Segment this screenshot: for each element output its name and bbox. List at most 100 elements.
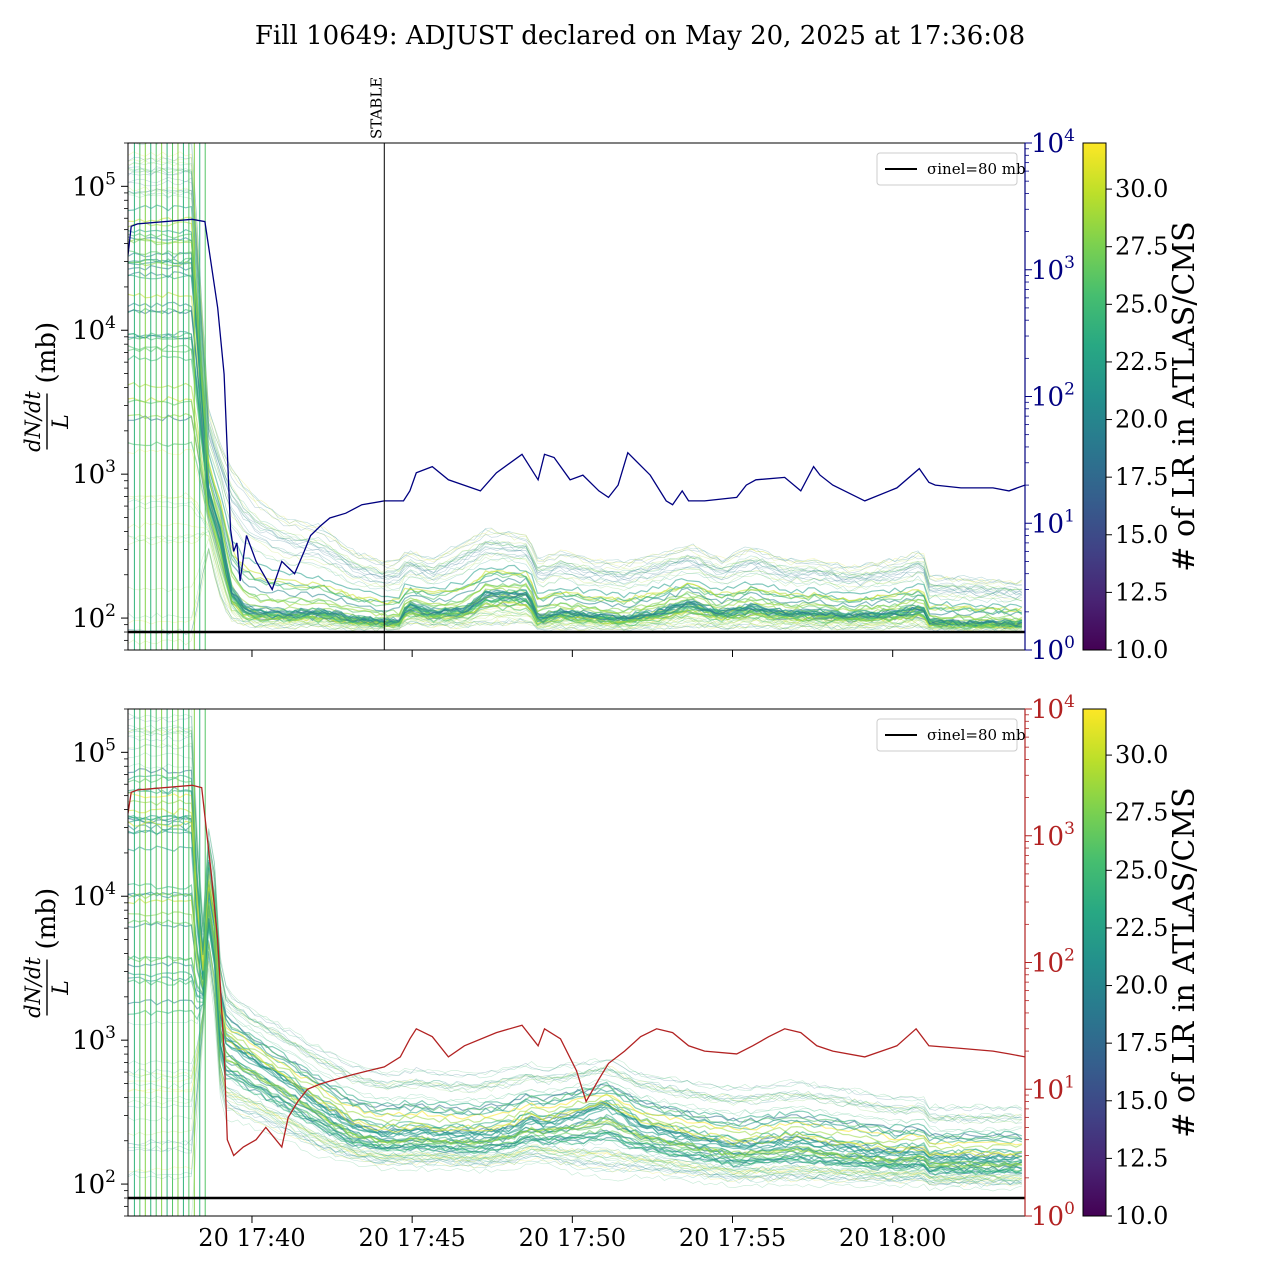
colorbar-label: # of LR in ATLAS/CMS (1167, 221, 1202, 571)
y2-tick-label: 101 (1031, 506, 1075, 539)
rate-curve (128, 942, 1022, 1182)
rate-curve (191, 143, 1022, 585)
rate-curve (128, 728, 1022, 1120)
y-label-denominator: L (49, 980, 74, 996)
colorbar-tick-label: 12.5 (1115, 1144, 1168, 1172)
rate-curve (128, 492, 1022, 630)
y-tick-label: 102 (72, 1167, 116, 1200)
rate-curve (128, 186, 1022, 602)
rate-curve (128, 789, 1023, 1145)
rate-curves (128, 143, 1023, 650)
y2-tick-label: 104 (1031, 692, 1075, 725)
rate-curve (128, 537, 1022, 631)
rate-curve (128, 238, 1022, 621)
rate-curve (128, 238, 1023, 623)
figure-title: Fill 10649: ADJUST declared on May 20, 2… (255, 21, 1025, 51)
rate-curve (128, 156, 1022, 586)
y-label-denominator: L (49, 414, 74, 430)
legend-box (876, 152, 1018, 186)
rate-curve (128, 550, 1022, 635)
rate-curve (128, 727, 1022, 1120)
colorbar-tick-label: 17.5 (1115, 463, 1168, 491)
x-tick-label: 20 18:00 (839, 1224, 946, 1252)
axes-frame (127, 708, 1026, 1217)
rate-curve (128, 909, 1023, 1169)
y-label-unit: (mb) (32, 888, 62, 950)
rate-curve (128, 940, 1022, 1178)
rate-curve (128, 143, 1022, 587)
colorbar-tick-label: 30.0 (1115, 175, 1168, 203)
rate-curve (128, 167, 1022, 596)
rate-curve (128, 216, 1023, 613)
y-tick-label: 105 (72, 735, 116, 768)
rate-curve (128, 190, 1022, 604)
y-label-numerator: dN/dt (21, 391, 45, 452)
rate-curve (128, 301, 1023, 627)
rate-curve (128, 382, 1023, 629)
chart-panel-upper: STABLE 105 104 103 102 100 101 102 103 104 dN/dt L (… (21, 77, 1075, 666)
rate-curve (128, 333, 1022, 628)
rate-curve (128, 944, 1022, 1182)
rate-curve (128, 505, 1022, 630)
colorbar-tick-label: 10.0 (1115, 636, 1168, 664)
rate-curve (128, 725, 1022, 1119)
rate-curve (128, 941, 1022, 1180)
y-tick-label: 104 (72, 313, 116, 346)
rate-curve (128, 917, 1022, 1173)
colorbar-tick-label: 15.0 (1115, 521, 1168, 549)
y-axis-label: dN/dt L (mb) (21, 888, 74, 1018)
rate-curve (128, 229, 1023, 615)
rate-curve (128, 944, 1022, 1182)
rate-curve (128, 177, 1022, 596)
y-axis-label: dN/dt L (mb) (21, 322, 74, 452)
colorbar-tick-label: 22.5 (1115, 348, 1168, 376)
rate-curve (128, 194, 1022, 601)
y-tick-label: 103 (72, 457, 116, 490)
rate-curve (128, 715, 1022, 1112)
rate-curve (128, 786, 1022, 1142)
colorbar-tick-label: 12.5 (1115, 578, 1168, 606)
chart-panel-lower: 105 104 103 102 100 101 102 103 104 dN/dt L (mb) 20 … (21, 692, 1075, 1252)
rate-curve (128, 742, 1022, 1125)
rate-curve (128, 160, 1022, 591)
rate-curve (128, 799, 1023, 1151)
rate-curve (128, 735, 1022, 1122)
rate-curve (128, 188, 1022, 599)
y-tick-label: 103 (72, 1023, 116, 1056)
rate-curve (191, 709, 1022, 1110)
colorbar-tick-label: 25.0 (1115, 290, 1168, 318)
colorbar-tick-label: 15.0 (1115, 1087, 1168, 1115)
legend-label: σinel=80 mb (927, 726, 1026, 744)
rate-curve (128, 807, 1022, 1156)
rate-curve (128, 776, 1023, 1141)
legend-box (876, 718, 1018, 752)
rate-curve (128, 261, 1023, 625)
x-tick-label: 20 17:55 (679, 1224, 786, 1252)
y-label-unit: (mb) (32, 322, 62, 384)
rate-curve (128, 547, 1022, 635)
rate-curve (128, 828, 1023, 1162)
x-tick-label: 20 17:50 (519, 1224, 626, 1252)
rate-curve (128, 946, 1022, 1183)
rate-curve (128, 927, 1022, 1176)
rate-curve (128, 548, 1022, 633)
rate-curve (128, 752, 1022, 1133)
rate-curve (128, 940, 1022, 1178)
rate-curve (128, 188, 1022, 599)
rate-curve (128, 732, 1022, 1122)
plot-area (128, 143, 1025, 650)
rate-curve (128, 548, 1022, 633)
rate-curve (128, 204, 1023, 609)
rate-curves (128, 709, 1023, 1216)
rate-curve (128, 166, 1022, 594)
colorbar-tick-label: 27.5 (1115, 233, 1168, 261)
rate-curve (128, 891, 1022, 1167)
rate-curve (128, 549, 1022, 646)
rate-curve (128, 179, 1022, 596)
colorbar-tick-label: 10.0 (1115, 1202, 1168, 1230)
colorbar-tick-label: 20.0 (1115, 972, 1168, 1000)
rate-curve (128, 946, 1022, 1182)
x-tick-label: 20 17:45 (358, 1224, 465, 1252)
legend-label: σinel=80 mb (927, 160, 1026, 178)
rate-curve (128, 763, 1022, 1133)
